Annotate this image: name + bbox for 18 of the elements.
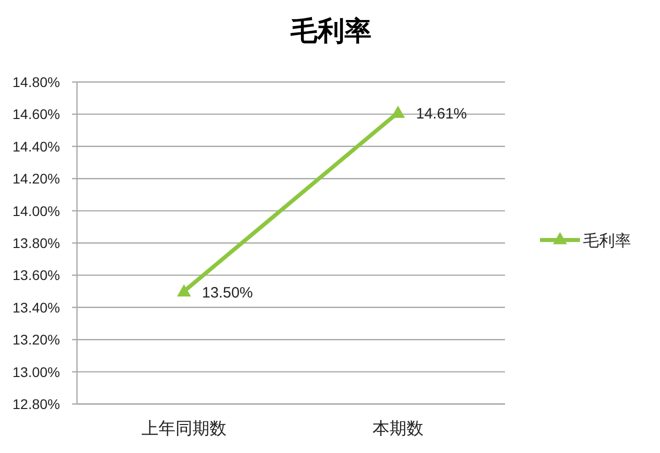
legend: 毛利率 xyxy=(540,232,631,250)
y-tick-label: 13.00% xyxy=(12,364,60,380)
data-label: 14.61% xyxy=(416,106,467,123)
y-tick-label: 13.40% xyxy=(12,299,60,316)
y-tick-label: 13.60% xyxy=(12,267,60,284)
legend-label: 毛利率 xyxy=(583,232,631,250)
y-tick-label: 14.20% xyxy=(12,170,60,187)
x-tick-label: 上年同期数 xyxy=(142,419,226,438)
y-tick-label: 14.80% xyxy=(12,74,60,90)
x-tick-label: 本期数 xyxy=(372,419,424,438)
data-label: 13.50% xyxy=(202,284,253,302)
y-tick-label: 14.60% xyxy=(12,106,60,122)
title: 毛利率 xyxy=(290,16,372,46)
y-tick-label: 13.20% xyxy=(12,332,60,348)
y-tick-label: 14.40% xyxy=(12,138,60,154)
y-tick-label: 13.80% xyxy=(12,235,60,251)
y-tick-label: 14.00% xyxy=(12,202,60,219)
y-tick-label: 12.80% xyxy=(12,396,60,412)
